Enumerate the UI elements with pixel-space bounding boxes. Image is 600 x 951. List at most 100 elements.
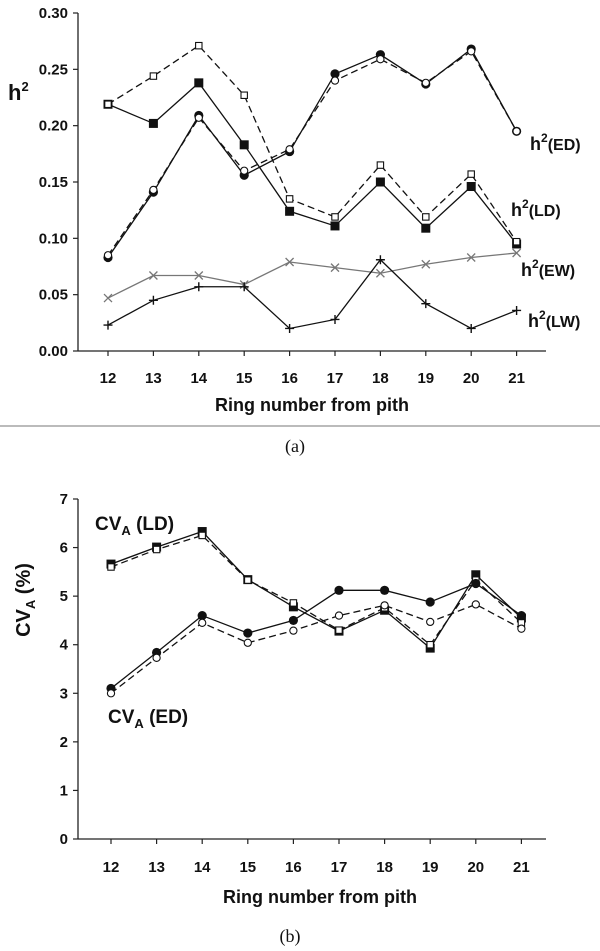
point-ed_open (289, 626, 298, 635)
x-tick-label: 19 (422, 859, 439, 876)
point-ed_solid (330, 69, 340, 79)
point-ed_open (426, 617, 435, 627)
point-ed_open (467, 47, 476, 56)
x-tick-label: 12 (100, 370, 117, 387)
point-ed_open (198, 618, 207, 628)
point-ed_open (106, 689, 116, 698)
point-ld_open (376, 161, 385, 169)
y-tick-label: 0.10 (39, 230, 68, 247)
series-line-ed_open (110, 603, 522, 694)
panel-a-x-axis-title: Ring number from pith (215, 395, 409, 415)
point-ld_solid (239, 140, 249, 150)
point-ld_solid (330, 221, 340, 231)
series-line-ld_open (107, 44, 518, 243)
point-lw (239, 282, 249, 292)
x-tick-label: 18 (376, 859, 393, 876)
point-ed_open (421, 78, 430, 88)
x-tick-label: 21 (513, 859, 530, 876)
panel-a-y-axis-title: h2 (8, 79, 29, 105)
point-ed_open (330, 76, 340, 85)
x-tick-label: 14 (194, 859, 211, 876)
x-tick-label: 13 (148, 859, 165, 876)
y-tick-label: 0.20 (39, 118, 68, 135)
point-ld_open (107, 563, 115, 571)
point-ed_solid (380, 585, 390, 595)
point-ed_open (103, 251, 113, 260)
point-lw (148, 295, 158, 305)
point-ld_open (512, 237, 521, 246)
point-ed_open (240, 166, 249, 175)
label-h2-ld: h2(LD) (511, 197, 561, 220)
point-ld_open (198, 531, 206, 540)
point-ed_open (380, 601, 389, 610)
point-ew (148, 271, 158, 280)
point-ld_solid (285, 206, 295, 216)
series-line-ed_open (107, 50, 518, 256)
point-ld_open (335, 626, 343, 634)
point-ld_open (149, 72, 158, 80)
x-tick-label: 17 (327, 370, 344, 387)
series-line-ed_solid (107, 48, 518, 258)
label-h2-ed: h2(ED) (530, 131, 581, 154)
y-tick-label: 4 (60, 637, 69, 654)
point-ld_solid (288, 602, 298, 612)
point-ed_solid (425, 597, 435, 607)
point-ld_open (467, 170, 475, 178)
point-ld_solid (421, 223, 431, 233)
panel-b-series-markers (106, 527, 527, 698)
series-line-ew (107, 252, 517, 299)
x-tick-label: 20 (467, 859, 484, 876)
label-h2-ew: h2(EW) (521, 257, 575, 280)
series-line-ld_solid (107, 81, 518, 245)
series-line-ld_solid (110, 530, 522, 650)
x-tick-label: 15 (236, 370, 253, 387)
point-ew (285, 257, 295, 267)
point-ed_solid (243, 628, 253, 638)
point-ew (103, 293, 113, 303)
point-ld_solid (466, 182, 476, 192)
point-ld_solid (471, 570, 481, 580)
point-lw (512, 305, 522, 315)
point-ld_open (240, 91, 248, 99)
point-ew (421, 259, 431, 269)
point-ld_open (244, 576, 252, 584)
x-tick-label: 21 (508, 370, 525, 387)
panel-a-series-lines (107, 44, 518, 330)
panel-b-y-ticks: 0 1 2 3 4 5 6 7 (60, 491, 78, 848)
x-tick-label: 15 (239, 859, 256, 876)
point-ed_open (512, 127, 521, 136)
point-ld_open (426, 640, 434, 649)
point-ed_solid (471, 578, 481, 589)
point-ed_solid (288, 615, 298, 626)
point-ed_open (376, 55, 385, 64)
y-tick-label: 2 (60, 734, 68, 751)
point-lw (194, 282, 204, 292)
point-ld_open (422, 213, 430, 221)
point-ed_solid (334, 585, 344, 595)
y-tick-label: 0 (60, 831, 68, 848)
series-line-ed_solid (110, 582, 522, 689)
x-tick-label: 14 (190, 370, 207, 387)
panel-b-x-axis-title: Ring number from pith (223, 887, 417, 907)
panel-a-series-markers (103, 41, 522, 333)
point-lw (421, 299, 431, 309)
y-tick-label: 3 (60, 685, 68, 702)
panel-a: 0.000.050.100.150.200.250.30 12 13 14 15 16 1… (8, 5, 581, 415)
y-tick-label: 0.25 (39, 61, 68, 78)
point-lw (330, 314, 340, 324)
label-cva-ld: CVA (LD) (95, 514, 174, 538)
point-ed_open (334, 611, 344, 620)
x-tick-label: 17 (331, 859, 348, 876)
panel-b-series-lines (110, 530, 522, 694)
point-ld_open (331, 213, 339, 221)
y-tick-label: 0.05 (39, 287, 68, 304)
point-ld_open (195, 41, 203, 50)
point-ew (330, 263, 340, 273)
point-ld_open (152, 545, 161, 554)
series-line-lw (107, 258, 517, 330)
x-tick-label: 16 (281, 370, 298, 387)
x-tick-label: 12 (103, 859, 120, 876)
panel-a-x-ticks: 12 13 14 15 16 17 18 19 20 21 (100, 351, 525, 387)
point-ed_open (152, 653, 161, 662)
